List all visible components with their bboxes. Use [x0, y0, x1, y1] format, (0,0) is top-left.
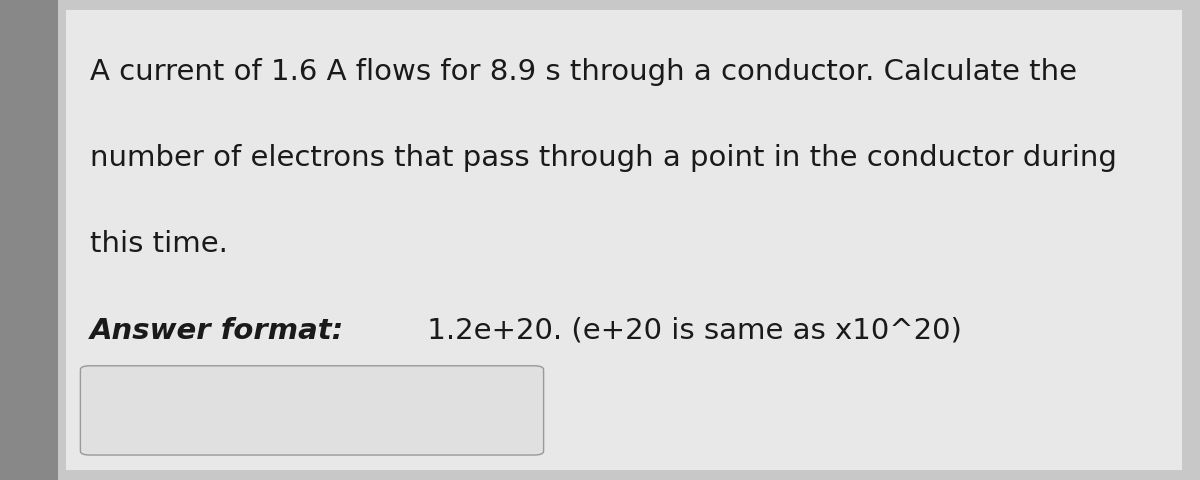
Text: A current of 1.6 A flows for 8.9 s through a conductor. Calculate the: A current of 1.6 A flows for 8.9 s throu…	[90, 58, 1078, 85]
Text: 1.2e+20. (e+20 is same as x10^20): 1.2e+20. (e+20 is same as x10^20)	[418, 317, 962, 345]
FancyBboxPatch shape	[0, 0, 58, 480]
Text: this time.: this time.	[90, 230, 228, 258]
Text: Answer format:: Answer format:	[90, 317, 344, 345]
FancyBboxPatch shape	[80, 366, 544, 455]
FancyBboxPatch shape	[66, 10, 1182, 470]
Text: number of electrons that pass through a point in the conductor during: number of electrons that pass through a …	[90, 144, 1117, 172]
